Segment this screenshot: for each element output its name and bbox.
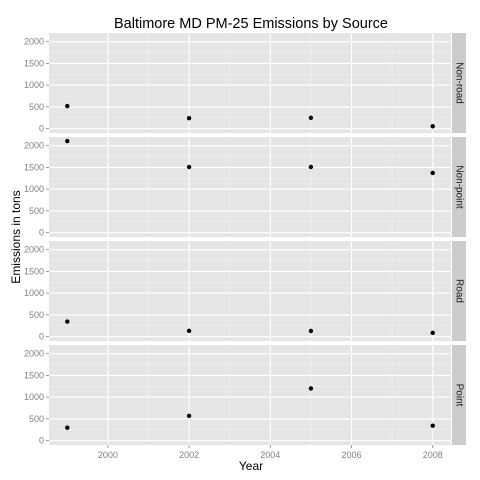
facet-panel: 0 500 1000 1500 2000 Non-point (24, 137, 466, 238)
panel-background (49, 33, 451, 133)
x-tick-label: 2004 (260, 450, 280, 460)
y-tick-label: 2000 (24, 349, 44, 359)
facet-strip (452, 137, 466, 237)
y-axis-title: Emissions in tons (9, 190, 23, 283)
data-point (65, 138, 70, 144)
y-tick-label: 1000 (24, 288, 44, 298)
data-point (186, 164, 192, 170)
y-tick-label: 1000 (24, 184, 44, 194)
chart-title: Baltimore MD PM-25 Emissions by Source (114, 16, 388, 32)
y-tick-label: 1500 (24, 58, 44, 68)
facet-strip-label: Non-road (454, 62, 465, 104)
y-tick-label: 0 (39, 436, 44, 446)
y-tick-label: 500 (29, 414, 44, 424)
facet-strip-label: Non-point (454, 165, 465, 209)
x-tick-label: 2008 (423, 450, 443, 460)
panel-background (49, 137, 451, 237)
facet-strip-label: Point (454, 384, 465, 407)
y-tick-label: 0 (39, 124, 44, 134)
data-point (308, 115, 314, 120)
x-tick-label: 2002 (179, 450, 199, 460)
data-point (308, 328, 314, 334)
facet-strip-label: Road (454, 279, 465, 303)
facet-panel: 0 500 1000 1500 2000 Point (24, 345, 466, 446)
data-point (430, 423, 435, 428)
data-point (186, 116, 192, 121)
x-axis-title: Year (239, 459, 263, 473)
y-tick-label: 1500 (24, 162, 44, 172)
data-point (186, 328, 192, 334)
data-point (430, 124, 435, 129)
y-tick-label: 2000 (24, 245, 44, 255)
data-point (65, 103, 70, 109)
y-tick-label: 1500 (24, 266, 44, 276)
x-tick-label: 2006 (341, 450, 361, 460)
data-point (186, 413, 192, 419)
panel-background (49, 345, 451, 445)
y-tick-label: 1500 (24, 370, 44, 380)
panel-background (49, 241, 451, 341)
facet-strip (452, 241, 466, 341)
y-tick-label: 0 (39, 228, 44, 238)
data-point (430, 170, 435, 176)
data-point (308, 386, 314, 391)
facet-panel: 0 500 1000 1500 2000 Non-road (24, 33, 466, 134)
y-tick-label: 1000 (24, 392, 44, 402)
y-tick-label: 500 (29, 310, 44, 320)
x-axis: 2000 2002 2004 2006 2008 (98, 445, 443, 460)
y-tick-label: 0 (39, 332, 44, 342)
y-tick-label: 2000 (24, 37, 44, 47)
facet-panel: 0 500 1000 1500 2000 Road (24, 241, 466, 342)
data-point (65, 425, 70, 430)
y-tick-label: 500 (29, 102, 44, 112)
data-point (308, 164, 314, 170)
y-tick-label: 1000 (24, 80, 44, 90)
x-tick-label: 2000 (98, 450, 118, 460)
data-point (430, 330, 435, 336)
y-tick-label: 500 (29, 206, 44, 216)
data-point (65, 319, 70, 324)
y-tick-label: 2000 (24, 141, 44, 151)
facet-panels: 0 500 1000 1500 2000 Non-road 0 500 1000 1500 2000… (24, 33, 466, 446)
facet-strip (452, 345, 466, 445)
facet-strip (452, 33, 466, 133)
